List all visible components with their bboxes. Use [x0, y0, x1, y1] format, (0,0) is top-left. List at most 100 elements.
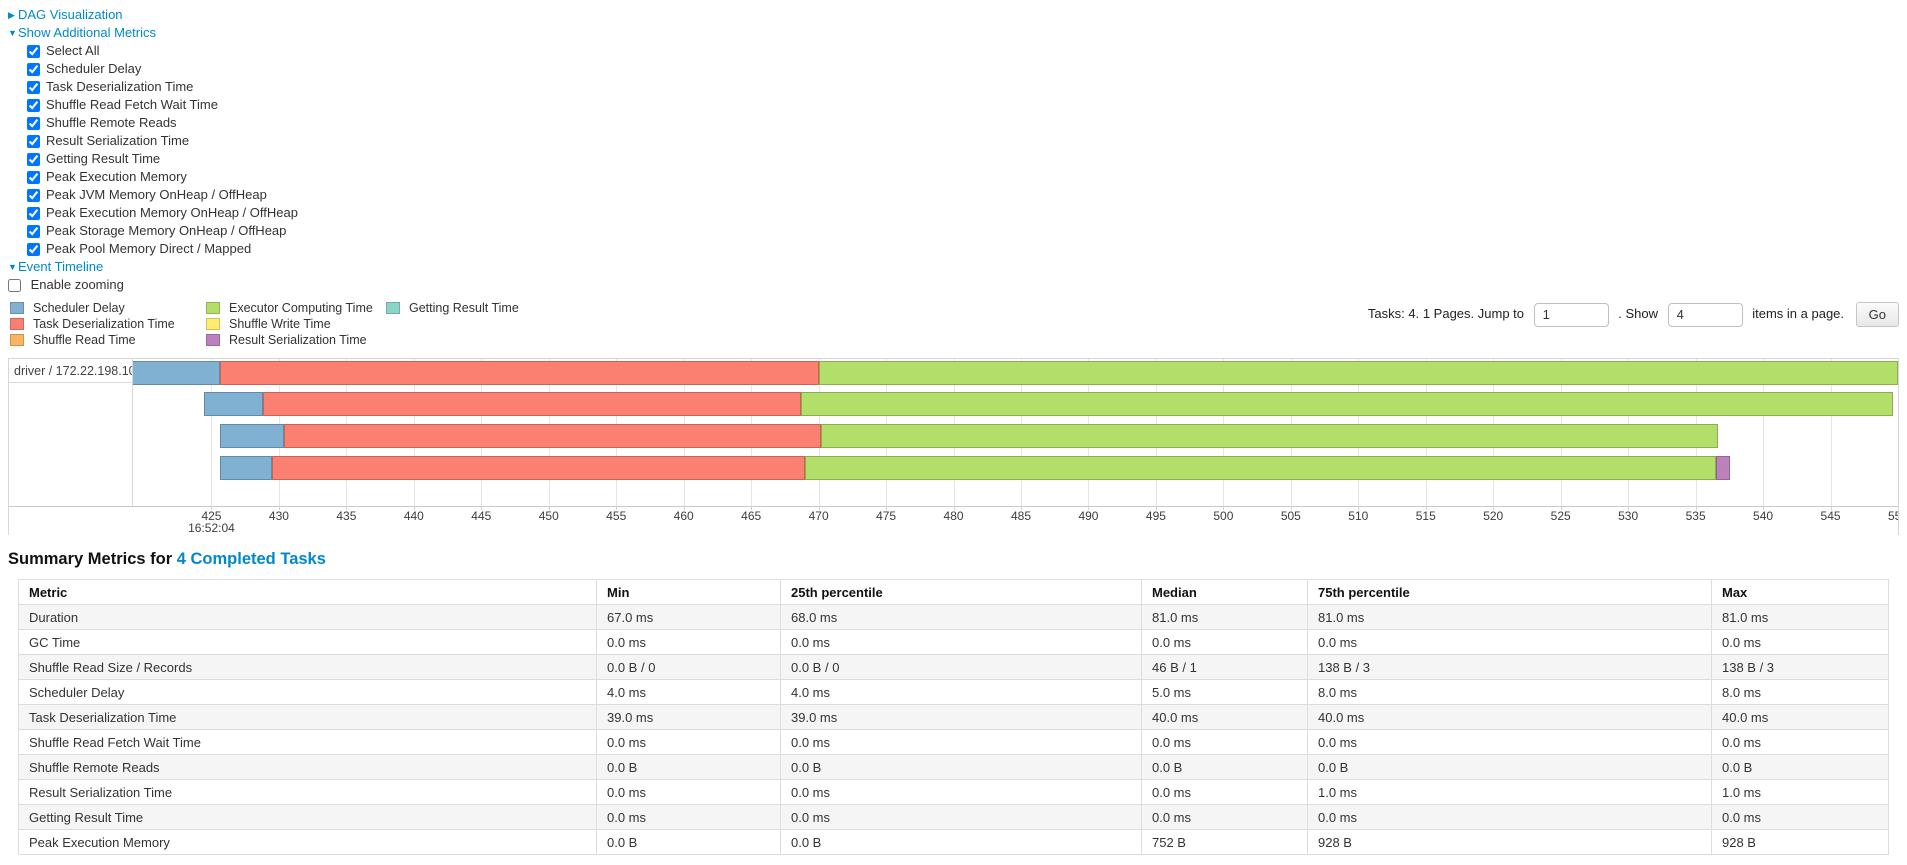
metric-value-cell: 39.0 ms [780, 704, 1142, 730]
metric-option-row: Peak JVM Memory OnHeap / OffHeap [0, 186, 1907, 204]
axis-tick-label: 520 [1483, 509, 1504, 523]
task-deserialization-bar[interactable] [283, 424, 821, 448]
metric-name-cell: Result Serialization Time [18, 779, 597, 805]
metric-option-checkbox[interactable] [27, 99, 40, 113]
metric-option-row: Result Serialization Time [0, 132, 1907, 150]
metric-value-cell: 928 B [1307, 829, 1712, 855]
metric-value-cell: 138 B / 3 [1711, 654, 1889, 680]
legend-label: Task Deserialization Time [33, 316, 175, 331]
metric-option-checkbox[interactable] [27, 189, 40, 203]
metric-option-checkbox[interactable] [27, 153, 40, 167]
metric-option-row: Peak Pool Memory Direct / Mapped [0, 240, 1907, 258]
metric-option-checkbox[interactable] [27, 81, 40, 95]
axis-tick-label: 495 [1145, 509, 1166, 523]
result-serialization-bar[interactable] [1716, 456, 1731, 480]
axis-tick-label: 490 [1078, 509, 1099, 523]
task-timeline-row [132, 361, 1898, 385]
metric-name-cell: Shuffle Read Fetch Wait Time [18, 729, 597, 755]
show-additional-metrics-toggle[interactable]: ▼Show Additional Metrics [0, 24, 1907, 42]
metric-value-cell: 0.0 ms [780, 779, 1142, 805]
axis-tick [818, 506, 820, 510]
metric-value-cell: 0.0 ms [1307, 629, 1712, 655]
metric-option-checkbox[interactable] [27, 117, 40, 131]
metric-value-cell: 0.0 ms [1141, 779, 1308, 805]
scheduler-delay-bar[interactable] [220, 456, 272, 480]
chevron-down-icon: ▼ [8, 262, 17, 272]
enable-zooming-row: Enable zooming [0, 276, 1907, 294]
metric-value-cell: 0.0 ms [596, 629, 781, 655]
axis-tick [1695, 506, 1697, 510]
metric-value-cell: 0.0 ms [1141, 729, 1308, 755]
metric-option-checkbox[interactable] [27, 243, 40, 257]
metric-value-cell: 81.0 ms [1307, 604, 1712, 630]
metric-option-checkbox[interactable] [27, 135, 40, 149]
axis-tick [548, 506, 550, 510]
event-timeline-link[interactable]: Event Timeline [18, 259, 104, 274]
legend-label: Shuffle Write Time [229, 316, 331, 331]
metric-option-row: Getting Result Time [0, 150, 1907, 168]
pagination-controls: Tasks: 4. 1 Pages. Jump to . Show items … [1368, 300, 1899, 327]
axis-tick [413, 506, 415, 510]
legend-column: Scheduler Delay Task Deserialization Time… [10, 300, 206, 348]
go-button[interactable]: Go [1855, 302, 1899, 327]
axis-tick-label: 530 [1618, 509, 1639, 523]
axis-tick [481, 506, 483, 510]
metric-value-cell: 0.0 ms [780, 729, 1142, 755]
executor-computing-bar[interactable] [804, 456, 1717, 480]
executor-computing-bar[interactable] [820, 424, 1718, 448]
scheduler-delay-swatch-icon [10, 301, 24, 314]
summary-table-row: Shuffle Remote Reads 0.0 B 0.0 B 0.0 B 0.0 B… [18, 754, 1889, 780]
items-per-page-input[interactable] [1667, 302, 1743, 327]
metric-value-cell: 0.0 B / 0 [780, 654, 1142, 680]
show-label: . Show [1618, 305, 1658, 321]
legend-item: Result Serialization Time [206, 332, 386, 347]
summary-table-row: Getting Result Time 0.0 ms 0.0 ms 0.0 ms 0.0… [18, 804, 1889, 830]
summary-column-header: Min [596, 579, 781, 605]
enable-zooming-checkbox[interactable] [8, 279, 21, 293]
dag-visualization-toggle[interactable]: ▶ DAG Visualization [0, 6, 1907, 24]
task-deserialization-bar[interactable] [220, 361, 819, 385]
axis-tick [1088, 506, 1090, 510]
axis-tick [1358, 506, 1360, 510]
task-deserialization-bar[interactable] [262, 392, 802, 416]
event-timeline-toggle[interactable]: ▼Event Timeline [0, 258, 1907, 276]
task-timeline-row [132, 424, 1898, 448]
metric-option-checkbox[interactable] [27, 45, 40, 59]
metric-option-checkbox[interactable] [27, 171, 40, 185]
legend-item: Scheduler Delay [10, 300, 206, 315]
metric-option-label: Shuffle Remote Reads [46, 115, 177, 130]
dag-visualization-link[interactable]: DAG Visualization [18, 7, 123, 22]
metric-option-row: Peak Execution Memory OnHeap / OffHeap [0, 204, 1907, 222]
summary-table-row: Result Serialization Time 0.0 ms 0.0 ms 0.0… [18, 779, 1889, 805]
show-additional-metrics-link[interactable]: Show Additional Metrics [18, 25, 157, 40]
metric-option-checkbox[interactable] [27, 225, 40, 239]
axis-tick [346, 506, 348, 510]
gridline [1763, 359, 1765, 506]
metric-value-cell: 39.0 ms [596, 704, 781, 730]
metric-name-cell: Duration [18, 604, 597, 630]
metric-option-checkbox[interactable] [27, 63, 40, 77]
metric-value-cell: 0.0 ms [1711, 804, 1889, 830]
metric-option-checkbox[interactable] [27, 207, 40, 221]
scheduler-delay-bar[interactable] [132, 361, 221, 385]
task-deserialization-bar[interactable] [271, 456, 805, 480]
result-serialization-swatch-icon [206, 333, 220, 346]
metric-value-cell: 46 B / 1 [1141, 654, 1308, 680]
scheduler-delay-bar[interactable] [220, 424, 284, 448]
axis-tick [751, 506, 753, 510]
event-timeline-chart: driver / 172.22.198.104 16:52:04 425 430 4… [8, 358, 1899, 535]
metric-value-cell: 0.0 ms [1307, 804, 1712, 830]
metric-name-cell: Peak Execution Memory [18, 829, 597, 855]
jump-to-page-input[interactable] [1533, 302, 1609, 327]
summary-column-header: Metric [18, 579, 597, 605]
summary-column-header: Median [1141, 579, 1308, 605]
metric-value-cell: 0.0 ms [1141, 629, 1308, 655]
metric-value-cell: 8.0 ms [1711, 679, 1889, 705]
scheduler-delay-bar[interactable] [204, 392, 263, 416]
executor-computing-bar[interactable] [818, 361, 1898, 385]
shuffle-write-swatch-icon [206, 317, 220, 330]
legend-label: Result Serialization Time [229, 332, 367, 347]
items-in-page-label: items in a page. [1752, 305, 1845, 321]
executor-computing-bar[interactable] [801, 392, 1893, 416]
task-timeline-row [132, 456, 1898, 480]
